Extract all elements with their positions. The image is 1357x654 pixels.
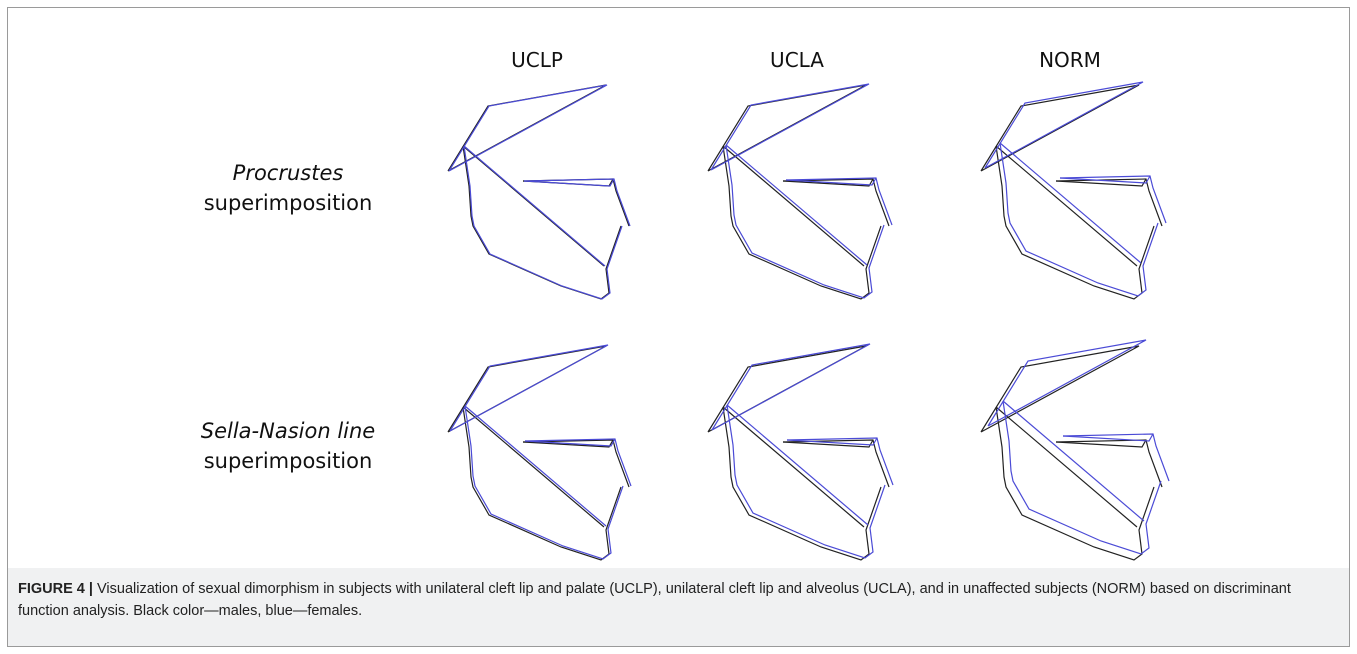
caption-text: Visualization of sexual dimorphism in su… [18, 581, 1291, 619]
figure: UCLP UCLA NORM Procrustes superimpositio… [7, 7, 1350, 647]
row-label: Sella-Nasion line superimposition [158, 416, 418, 476]
column-header: NORM [1039, 48, 1101, 72]
row-label-italic: Procrustes [233, 161, 344, 185]
row-label: Procrustes superimposition [158, 158, 418, 218]
column-header: UCLA [770, 48, 824, 72]
column-header: UCLP [511, 48, 563, 72]
caption-label: FIGURE 4 | [18, 581, 93, 597]
drawings [8, 8, 1349, 568]
row-label-text: superimposition [204, 191, 373, 215]
wireframes [448, 82, 1169, 560]
row-label-text: superimposition [204, 449, 373, 473]
row-label-italic: Sella-Nasion line [201, 419, 375, 443]
caption: FIGURE 4 | Visualization of sexual dimor… [8, 568, 1349, 646]
